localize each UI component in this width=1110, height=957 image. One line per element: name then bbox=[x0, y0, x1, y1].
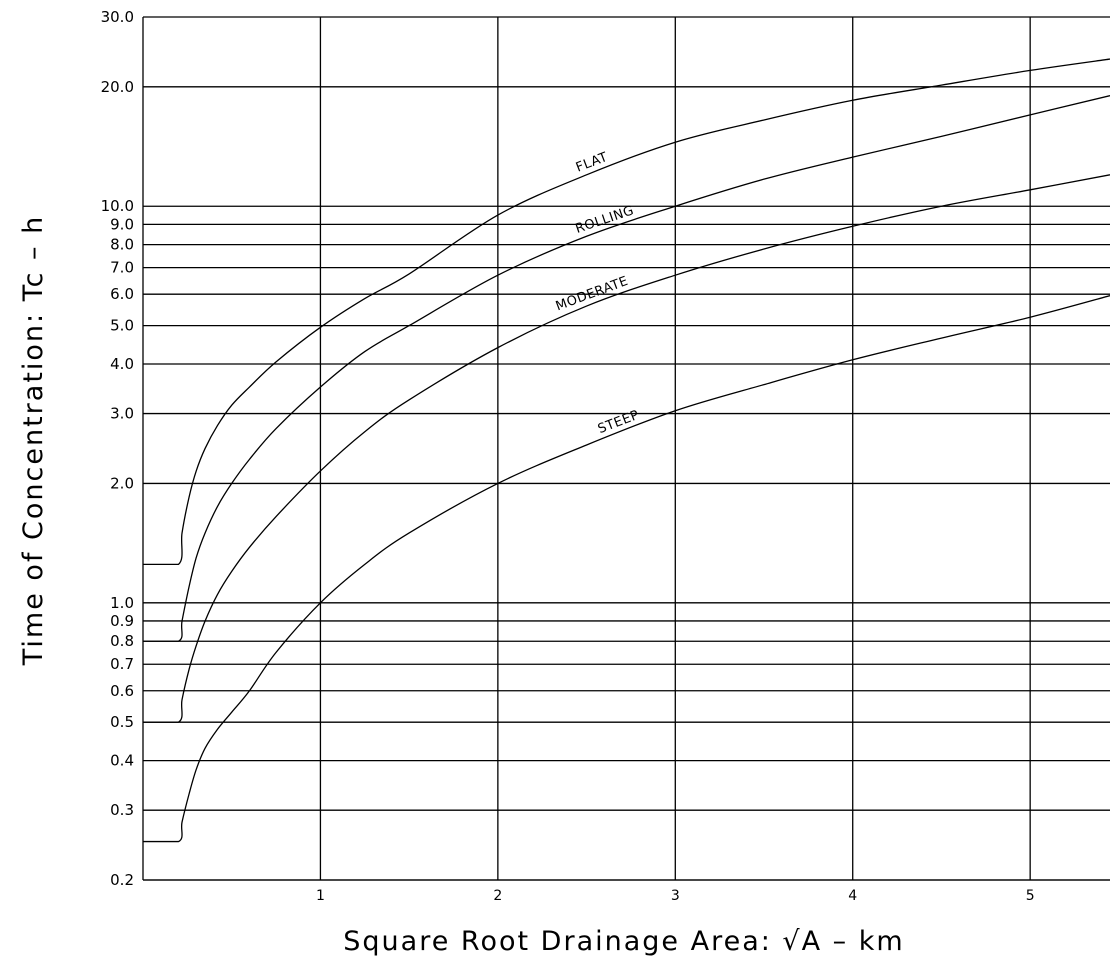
y-tick-label: 1.0 bbox=[110, 594, 134, 612]
grid bbox=[142, 16, 1110, 881]
y-tick-label: 20.0 bbox=[101, 78, 134, 96]
x-tick-label: 4 bbox=[848, 888, 857, 904]
y-tick-label: 0.6 bbox=[110, 682, 134, 700]
x-tick-label: 1 bbox=[316, 888, 325, 904]
y-tick-label: 0.5 bbox=[110, 713, 134, 731]
y-tick-label: 6.0 bbox=[110, 285, 134, 303]
y-tick-label: 5.0 bbox=[110, 317, 134, 335]
y-tick-label: 0.7 bbox=[110, 655, 134, 673]
x-tick-label: 3 bbox=[671, 888, 680, 904]
y-tick-label: 7.0 bbox=[110, 259, 134, 277]
curves bbox=[143, 58, 1110, 843]
y-tick-label: 0.3 bbox=[110, 801, 134, 819]
x-tick-label: 5 bbox=[1026, 888, 1035, 904]
y-axis-label: Time of Concentration: Tc – h bbox=[18, 215, 49, 666]
curve-rolling bbox=[143, 95, 1110, 642]
curve-moderate bbox=[143, 174, 1110, 723]
tick-labels: 0.2 0.3 0.4 0.5 0.6 0.7 0.8 0.91.0 2.0 3.0 4.0 5.0 6… bbox=[101, 8, 1035, 904]
y-tick-label: 10.0 bbox=[101, 197, 134, 215]
y-tick-label: 0.4 bbox=[110, 752, 134, 770]
y-tick-label: 9.0 bbox=[110, 215, 134, 233]
y-tick-label: 8.0 bbox=[110, 236, 134, 254]
y-tick-label: 30.0 bbox=[101, 8, 134, 26]
y-tick-label: 4.0 bbox=[110, 355, 134, 373]
y-tick-label: 2.0 bbox=[110, 474, 134, 492]
y-tick-label: 3.0 bbox=[110, 405, 134, 423]
y-tick-label: 0.9 bbox=[110, 612, 134, 630]
curve-flat bbox=[143, 58, 1110, 566]
y-tick-label: 0.2 bbox=[110, 871, 134, 889]
x-tick-label: 2 bbox=[493, 888, 502, 904]
curve-steep bbox=[143, 295, 1110, 843]
x-axis-label: Square Root Drainage Area: √A – km bbox=[343, 926, 904, 957]
y-tick-label: 0.8 bbox=[110, 632, 134, 650]
